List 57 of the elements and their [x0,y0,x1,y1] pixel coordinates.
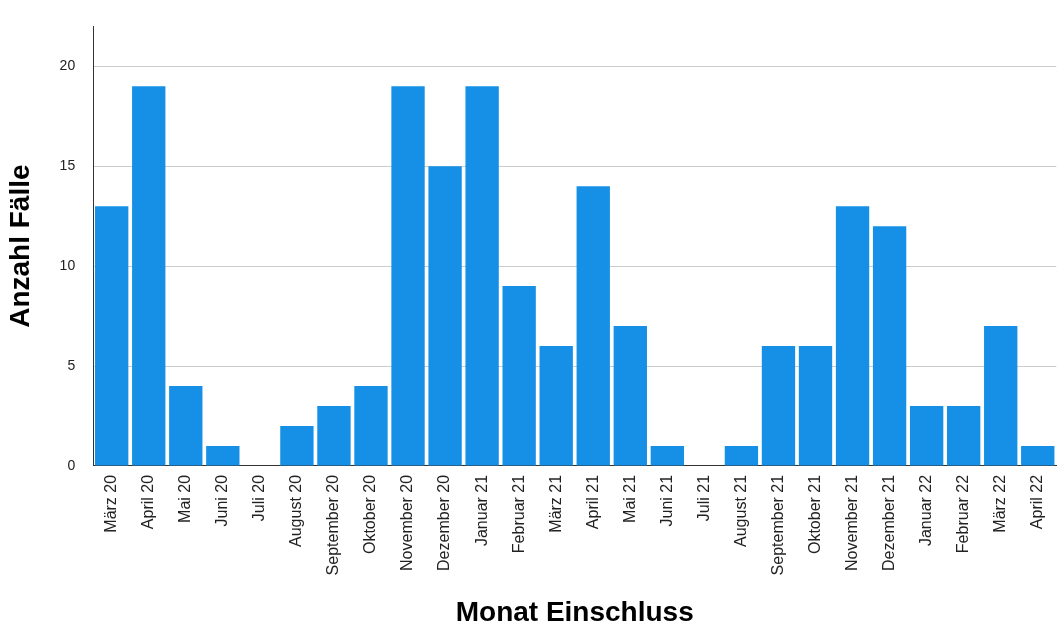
bar [1021,445,1055,466]
bar [391,86,425,466]
x-tick-label: Januar 22 [917,474,935,547]
bar [428,166,462,466]
bar [539,346,573,466]
x-tick-label: Februar 21 [509,474,527,554]
y-tick-label: 20 [59,57,76,74]
bar [354,385,388,466]
bar [909,405,944,466]
x-tick-label: April 21 [583,474,601,530]
bar [761,346,796,466]
x-tick-label: Februar 22 [954,474,972,554]
y-tick-label: 10 [59,256,76,273]
x-tick-label: Juli 20 [250,474,268,522]
bar [280,425,314,466]
x-tick-label: Juni 21 [657,474,675,527]
x-tick-label: November 21 [842,474,860,571]
bar [947,405,981,466]
bar [317,405,351,466]
bar [798,346,833,466]
bar [132,86,166,466]
x-tick-label: Mai 20 [176,474,194,523]
x-tick-label: August 20 [287,474,305,547]
x-tick-label: Mai 21 [620,474,638,523]
bar [650,445,684,466]
bar [984,326,1018,466]
x-tick-label: Oktober 21 [805,474,823,555]
bar [724,445,759,466]
y-tick-label: 5 [67,356,76,373]
x-tick-label: März 21 [546,474,564,533]
y-tick-label: 0 [67,456,76,473]
x-tick-label: Dezember 21 [880,474,897,571]
bar [169,385,203,466]
x-tick-label: September 20 [324,474,342,576]
y-tick-label: 15 [59,157,76,174]
bar [872,226,907,466]
x-tick-label: April 20 [139,474,157,530]
x-tick-label: Januar 21 [472,474,490,547]
x-tick-label: September 21 [768,474,786,576]
y-axis-title: Anzahl Fälle [3,164,35,328]
bar [576,186,610,466]
x-tick-label: November 20 [398,474,416,571]
x-tick-label: Juli 21 [694,474,712,522]
bar [465,86,499,466]
x-tick-label: April 22 [1028,474,1046,530]
bar [835,206,870,466]
x-tick-label: August 21 [731,474,749,547]
x-tick-label: März 20 [102,474,120,533]
x-tick-label: Juni 20 [213,474,231,527]
bar [206,445,240,466]
bar [613,326,647,466]
x-tick-label: Dezember 20 [435,474,453,571]
bar [502,286,536,466]
bar [95,206,129,466]
x-tick-label: Oktober 20 [361,474,379,555]
x-axis-title: Monat Einschluss [455,595,694,627]
x-tick-label: März 22 [991,474,1009,533]
